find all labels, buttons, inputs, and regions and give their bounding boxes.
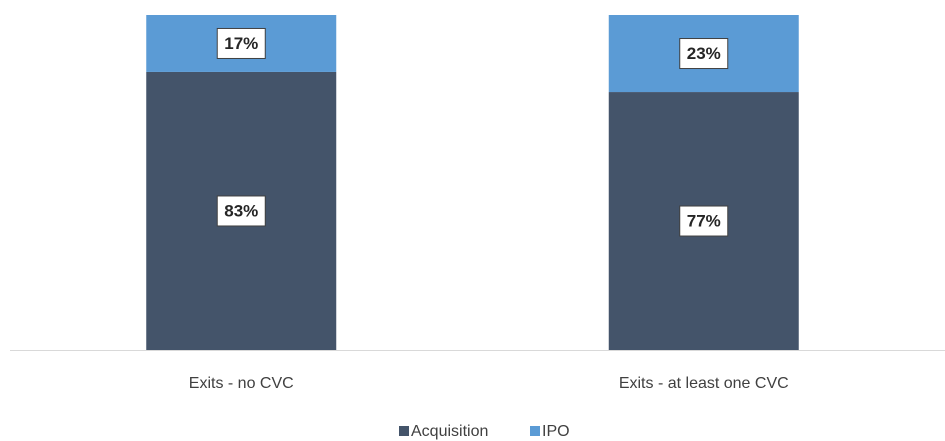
data-label-box (216, 195, 266, 227)
data-label: 23% (687, 44, 721, 63)
data-label-box (679, 205, 729, 237)
legend-swatch (399, 426, 409, 436)
data-label: 83% (224, 201, 258, 220)
x-tick-label: Exits - at least one CVC (619, 375, 789, 392)
data-label-box (679, 38, 729, 70)
data-label-box (216, 27, 266, 59)
legend-swatch (530, 426, 540, 436)
x-tick-label: Exits - no CVC (189, 375, 294, 392)
data-label: 77% (687, 212, 721, 231)
legend-label: IPO (542, 423, 570, 440)
legend-label: Acquisition (411, 423, 488, 440)
data-label: 17% (224, 34, 258, 53)
